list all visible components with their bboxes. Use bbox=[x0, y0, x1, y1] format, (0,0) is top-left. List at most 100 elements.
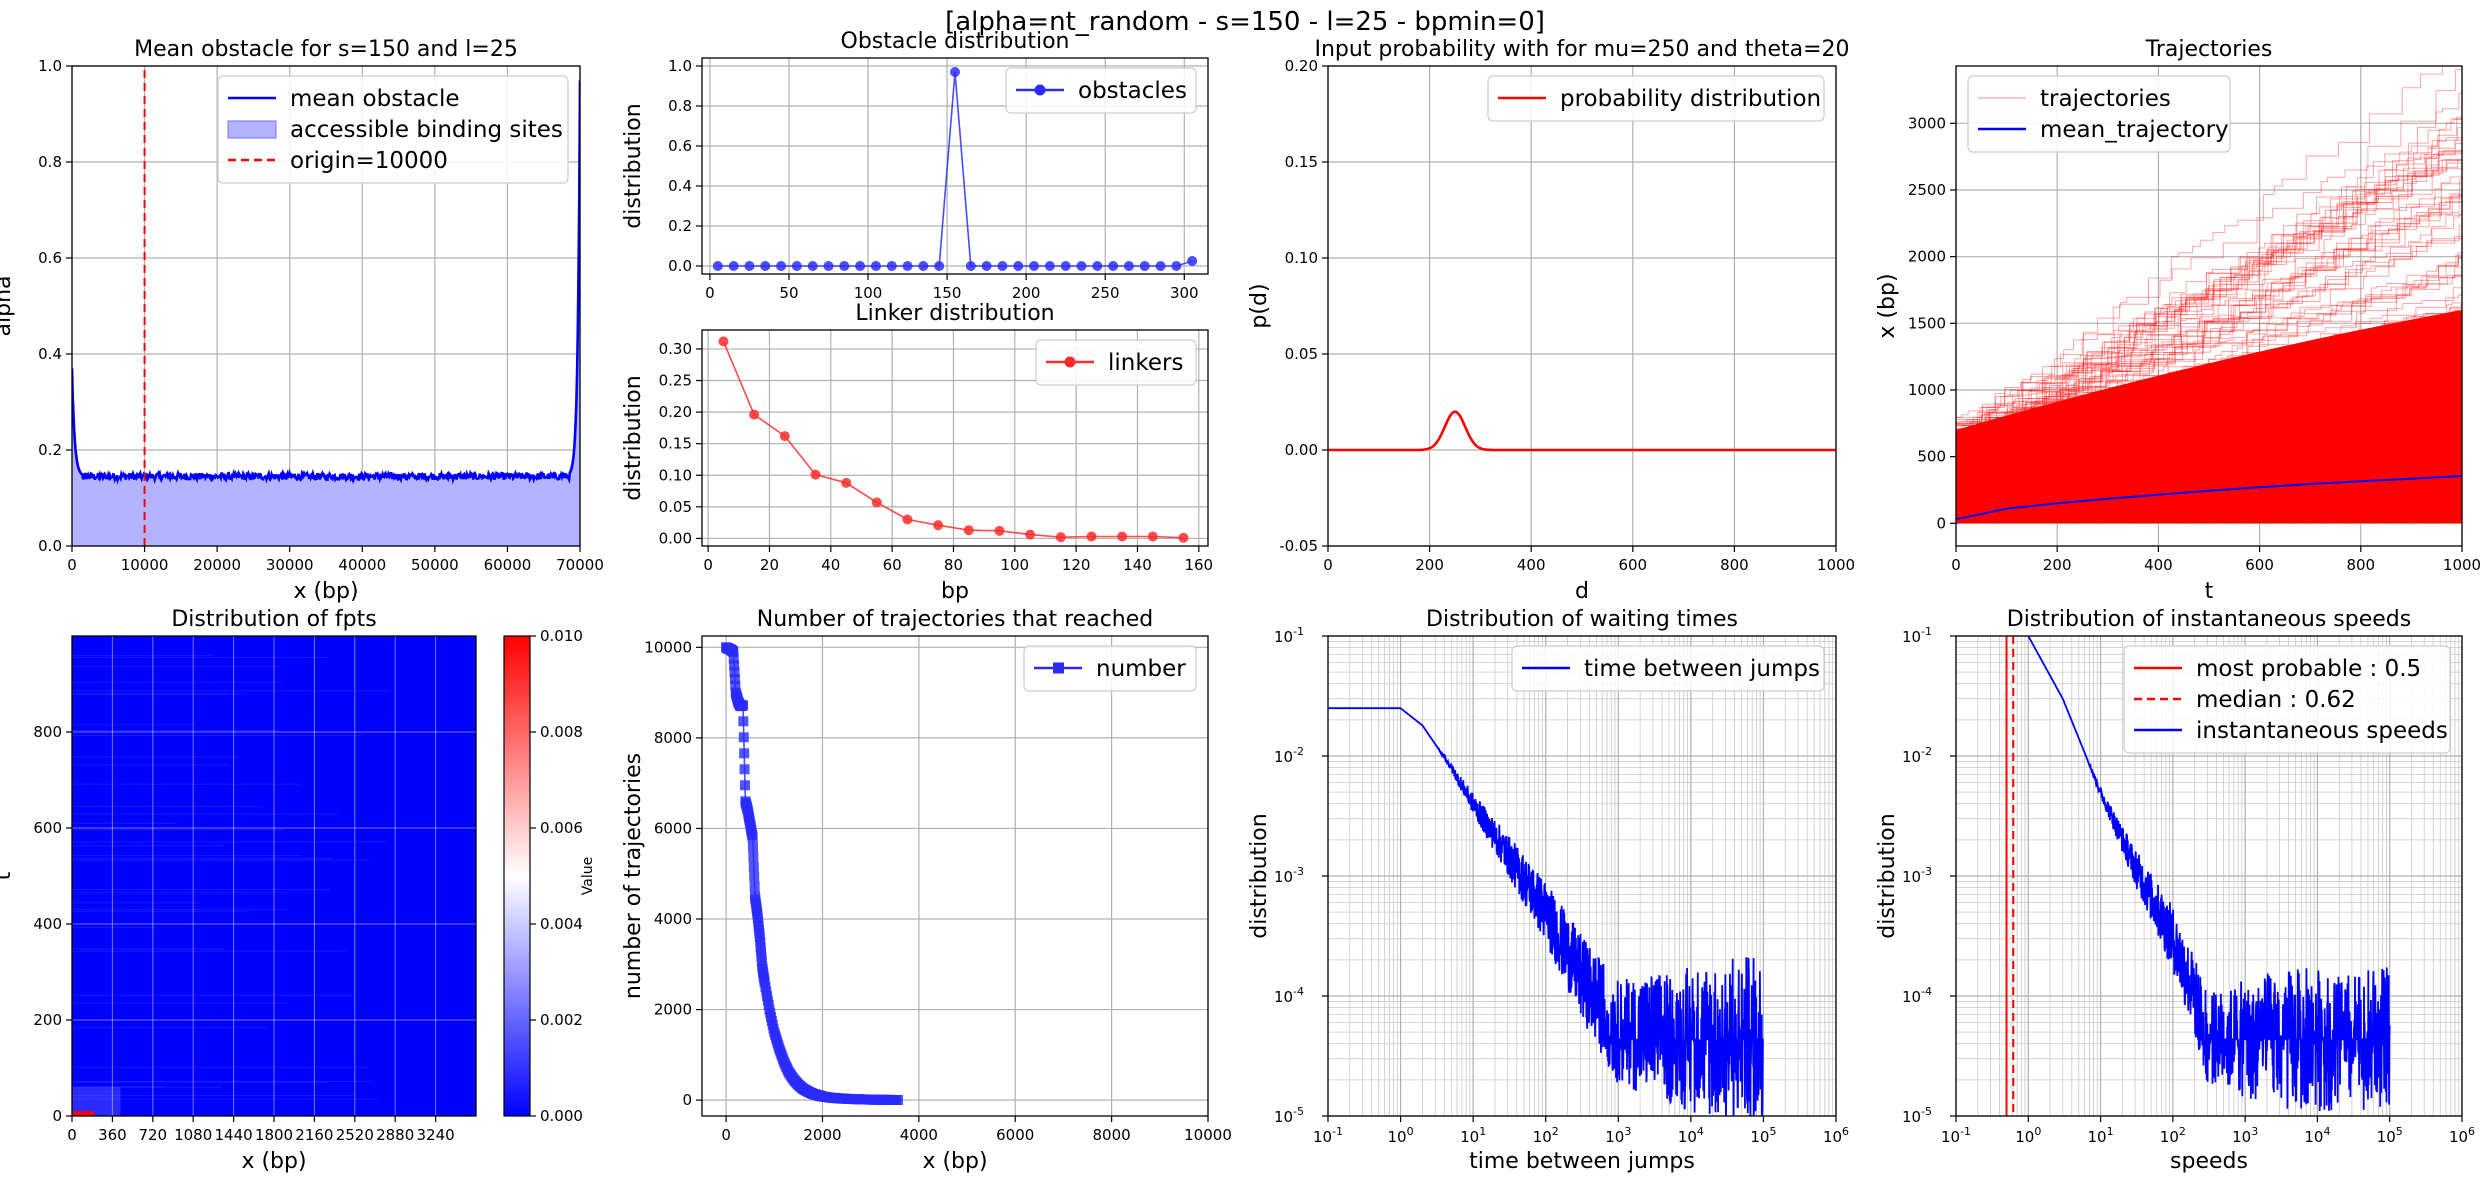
legend-entry: median : 0.62 bbox=[2134, 687, 2356, 713]
chart-title: Mean obstacle for s=150 and l=25 bbox=[134, 37, 518, 62]
x-tick-label: 2880 bbox=[376, 1126, 414, 1144]
y-axis-label: x (bp) bbox=[1875, 273, 1900, 338]
x-tick-label: 60 bbox=[883, 556, 902, 574]
trajectory-line bbox=[1956, 170, 2462, 418]
obstacles-point bbox=[839, 261, 850, 271]
legend-swatch bbox=[227, 120, 277, 139]
x-tick-label: 6000 bbox=[996, 1126, 1034, 1144]
x-tick-label: 60000 bbox=[484, 556, 532, 574]
legend-marker bbox=[1064, 356, 1076, 368]
x-tick-label: 720 bbox=[138, 1126, 167, 1144]
obstacles-point bbox=[870, 261, 881, 271]
y-axis-label: alpha bbox=[0, 276, 16, 337]
legend: number bbox=[1023, 645, 1197, 692]
legend-entry: trajectories bbox=[1978, 86, 2171, 112]
y-tick-label: 2000 bbox=[654, 1001, 692, 1019]
y-tick-label: 0.25 bbox=[659, 372, 692, 390]
obstacles-point bbox=[855, 261, 866, 271]
trajectory-line bbox=[1956, 188, 2462, 436]
obstacles-point bbox=[965, 261, 976, 271]
obstacles-point bbox=[807, 261, 818, 271]
number-point bbox=[737, 700, 748, 711]
obstacles-point bbox=[918, 261, 929, 271]
y-tick-label: 0.10 bbox=[1285, 249, 1318, 267]
x-tick-label: 20000 bbox=[193, 556, 241, 574]
legend-entry: mean obstacle bbox=[228, 86, 460, 112]
x-tick-label: 0 bbox=[67, 1126, 77, 1144]
trajectory-line bbox=[1956, 134, 2462, 437]
heatmap-cell bbox=[72, 855, 303, 857]
legend-label: number bbox=[1096, 656, 1186, 682]
linkers-point bbox=[1178, 532, 1189, 543]
colorbar-gradient bbox=[503, 635, 531, 1117]
y-axis-label: distribution bbox=[1247, 813, 1272, 938]
linkers-point bbox=[841, 477, 852, 488]
trajectory-line bbox=[1956, 126, 2462, 453]
legend-entry: number bbox=[1034, 656, 1186, 682]
y-tick-label: 10-1 bbox=[1274, 625, 1304, 646]
x-tick-label: 40 bbox=[821, 556, 840, 574]
plot-area bbox=[72, 66, 580, 546]
legend-box bbox=[1023, 645, 1197, 692]
y-tick-label: 0 bbox=[52, 1107, 62, 1125]
trajectory-line bbox=[1956, 145, 2462, 431]
accessible-binding-sites-area bbox=[72, 80, 580, 546]
y-tick-label: 0.8 bbox=[38, 153, 62, 171]
x-tick-label: 105 bbox=[2377, 1125, 2403, 1146]
chart-title: Distribution of fpts bbox=[171, 607, 376, 632]
number-point bbox=[738, 732, 749, 743]
y-axis-label: t bbox=[0, 871, 16, 880]
x-tick-label: 600 bbox=[1618, 556, 1647, 574]
linkers-point bbox=[963, 525, 974, 536]
y-axis-label: number of trajectories bbox=[621, 753, 646, 999]
number-point bbox=[892, 1095, 903, 1105]
linkers-point bbox=[810, 469, 821, 480]
trajectory-line bbox=[1956, 229, 2462, 456]
heatmap-cell bbox=[72, 1081, 328, 1083]
y-tick-label: 0.00 bbox=[659, 529, 692, 547]
trajectory-line bbox=[1956, 131, 2462, 453]
figure-suptitle: [alpha=nt_random - s=150 - l=25 - bpmin=… bbox=[945, 7, 1545, 37]
trajectory-line bbox=[1956, 352, 2462, 444]
heatmap-cell bbox=[72, 693, 247, 695]
y-tick-label: 0.05 bbox=[1285, 345, 1318, 363]
chart-title: Distribution of instantaneous speeds bbox=[2007, 607, 2411, 632]
linkers-point bbox=[718, 336, 729, 347]
trajectory-line bbox=[1956, 259, 2462, 453]
trajectory-line bbox=[1956, 96, 2462, 460]
colorbar-tick-label: 0.004 bbox=[540, 915, 583, 933]
trajectory-line bbox=[1956, 66, 2443, 438]
heatmap-cell bbox=[72, 735, 362, 737]
x-tick-label: 104 bbox=[2304, 1125, 2330, 1146]
legend-label: most probable : 0.5 bbox=[2196, 656, 2421, 682]
x-tick-label: 104 bbox=[1678, 1125, 1704, 1146]
linkers-point bbox=[749, 409, 760, 420]
trajectory-line bbox=[1956, 186, 2462, 463]
colorbar-tick-label: 0.006 bbox=[540, 819, 583, 837]
trajectory-line bbox=[1956, 227, 2462, 431]
y-tick-label: 10-2 bbox=[1902, 745, 1932, 766]
y-tick-label: 10000 bbox=[644, 638, 692, 656]
linkers-point bbox=[994, 525, 1005, 536]
obstacles-point bbox=[712, 261, 723, 271]
y-axis-label: distribution bbox=[621, 375, 646, 500]
number-point bbox=[739, 780, 750, 791]
x-axis-label: d bbox=[1575, 579, 1589, 604]
x-axis-label: time between jumps bbox=[1469, 1149, 1695, 1174]
legend-entry: origin=10000 bbox=[228, 148, 448, 174]
legend-box bbox=[1487, 75, 1825, 122]
x-tick-label: 80 bbox=[944, 556, 963, 574]
y-tick-label: 0.4 bbox=[38, 345, 62, 363]
time-between-jumps-line bbox=[1328, 707, 1764, 1116]
trajectory-line bbox=[1956, 395, 2462, 481]
trajectory-line bbox=[1956, 190, 2462, 438]
x-tick-label: 106 bbox=[1823, 1125, 1849, 1146]
mean-trajectory-line bbox=[1956, 475, 2462, 521]
plot-frame bbox=[1327, 635, 1837, 1117]
x-axis-label: x (bp) bbox=[241, 1149, 306, 1174]
obstacles-point bbox=[1029, 261, 1040, 271]
x-tick-label: 400 bbox=[2144, 556, 2173, 574]
plot-area bbox=[1956, 66, 2462, 524]
number-point bbox=[739, 748, 750, 759]
number-point bbox=[728, 653, 739, 664]
